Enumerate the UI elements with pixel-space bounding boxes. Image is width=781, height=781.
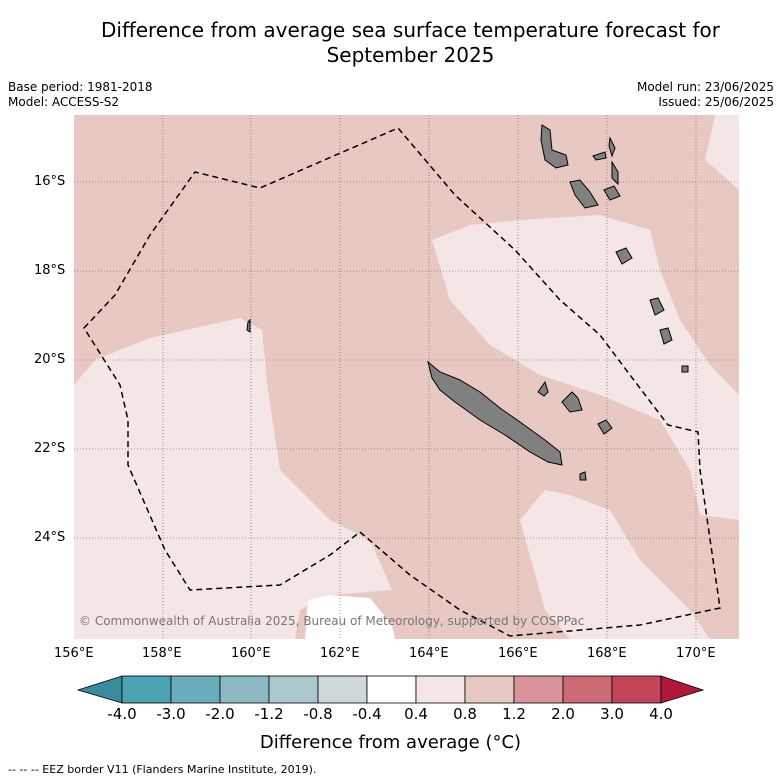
vanuatu-island-ambae: [608, 136, 616, 158]
vanuatu-tanna: [659, 327, 673, 345]
lon-label: 164°E: [409, 646, 449, 661]
colorbar-extend-high: [660, 675, 705, 704]
colorbar-segment: [415, 675, 466, 704]
chesterfield-island: [246, 318, 251, 333]
lon-label: 158°E: [142, 646, 182, 661]
colorbar-segment: [219, 675, 270, 704]
colorbar-segment: [121, 675, 172, 704]
colorbar-tick-label: -1.2: [254, 705, 284, 723]
anomaly-region-0.4-0.8-northeast: [705, 115, 739, 190]
model-name: Model: ACCESS-S2: [8, 95, 120, 109]
copyright-notice: © Commonwealth of Australia 2025, Bureau…: [79, 614, 585, 628]
colorbar-segment: [513, 675, 564, 704]
colorbar-tick-label: 0.8: [453, 705, 477, 723]
colorbar-tick-label: 1.2: [502, 705, 526, 723]
lat-label: 16°S: [34, 174, 66, 189]
colorbar-tick-label: 4.0: [649, 705, 673, 723]
model-run: Model run: 23/06/2025: [636, 80, 774, 94]
loyalty-island-3: [597, 419, 613, 435]
eez-border: [83, 127, 721, 637]
colorbar-segment: [268, 675, 319, 704]
vanuatu-ambrym: [603, 185, 621, 201]
meta-left: Base period: 1981-2018 Model: ACCESS-S2: [8, 80, 153, 110]
lon-label: 156°E: [54, 646, 94, 661]
colorbar-segment: [464, 675, 515, 704]
vanuatu-efate: [615, 247, 633, 265]
vanuatu-espiritu-santo: [540, 124, 569, 169]
title-line-1: Difference from average sea surface temp…: [100, 18, 720, 42]
vanuatu-aneityum: [681, 365, 689, 373]
colorbar-segment: [317, 675, 368, 704]
anomaly-region-0.4-0.8-south: [520, 490, 710, 639]
colorbar-tick-label: -2.0: [205, 705, 235, 723]
colorbar-segment: [170, 675, 221, 704]
colorbar-tick-label: 3.0: [600, 705, 624, 723]
eez-footnote: -- -- -- EEZ border V11 (Flanders Marine…: [8, 763, 317, 776]
lat-label: 22°S: [34, 441, 66, 456]
colorbar-tick-label: -0.4: [352, 705, 382, 723]
loyalty-island-2: [561, 391, 583, 413]
vanuatu-island-small-1: [592, 151, 607, 161]
lat-label: 18°S: [34, 263, 66, 278]
lon-label: 168°E: [587, 646, 627, 661]
vanuatu-erromango: [649, 297, 665, 316]
lon-label: 170°E: [676, 646, 716, 661]
anomaly-region-0.4-0.8-west: [74, 318, 392, 639]
lat-label: 24°S: [34, 530, 66, 545]
walpole-island: [579, 471, 587, 481]
colorbar: [76, 675, 705, 704]
colorbar-tick-label: -4.0: [107, 705, 137, 723]
lon-label: 162°E: [320, 646, 360, 661]
colorbar-extend-low: [76, 675, 123, 704]
meta-right: Model run: 23/06/2025 Issued: 25/06/2025: [637, 80, 774, 110]
colorbar-label: Difference from average (°C): [259, 732, 522, 753]
issued-date: Issued: 25/06/2025: [658, 95, 774, 109]
anomaly-region-0.4-white: [305, 595, 395, 639]
land: [246, 124, 689, 481]
new-caledonia-island: [427, 360, 563, 466]
colorbar-tick-label: 0.4: [404, 705, 428, 723]
title-line-2: September 2025: [326, 43, 495, 67]
lon-label: 160°E: [231, 646, 271, 661]
chart-title: Difference from average sea surface temp…: [40, 18, 781, 68]
colorbar-segment: [611, 675, 662, 704]
colorbar-segment: [366, 675, 417, 704]
colorbar-tick-label: -0.8: [303, 705, 333, 723]
colorbar-segment: [562, 675, 613, 704]
lon-label: 166°E: [498, 646, 538, 661]
anomaly-region-0.4-0.8-central: [432, 215, 739, 520]
map-area: [74, 115, 739, 639]
loyalty-island-1: [537, 380, 549, 397]
colorbar-tick-label: 2.0: [551, 705, 575, 723]
graticule: [74, 115, 739, 639]
colorbar-tick-label: -3.0: [156, 705, 186, 723]
vanuatu-pentecost: [611, 160, 619, 186]
base-period: Base period: 1981-2018: [8, 80, 153, 94]
vanuatu-malekula: [569, 179, 599, 209]
lat-label: 20°S: [34, 352, 66, 367]
